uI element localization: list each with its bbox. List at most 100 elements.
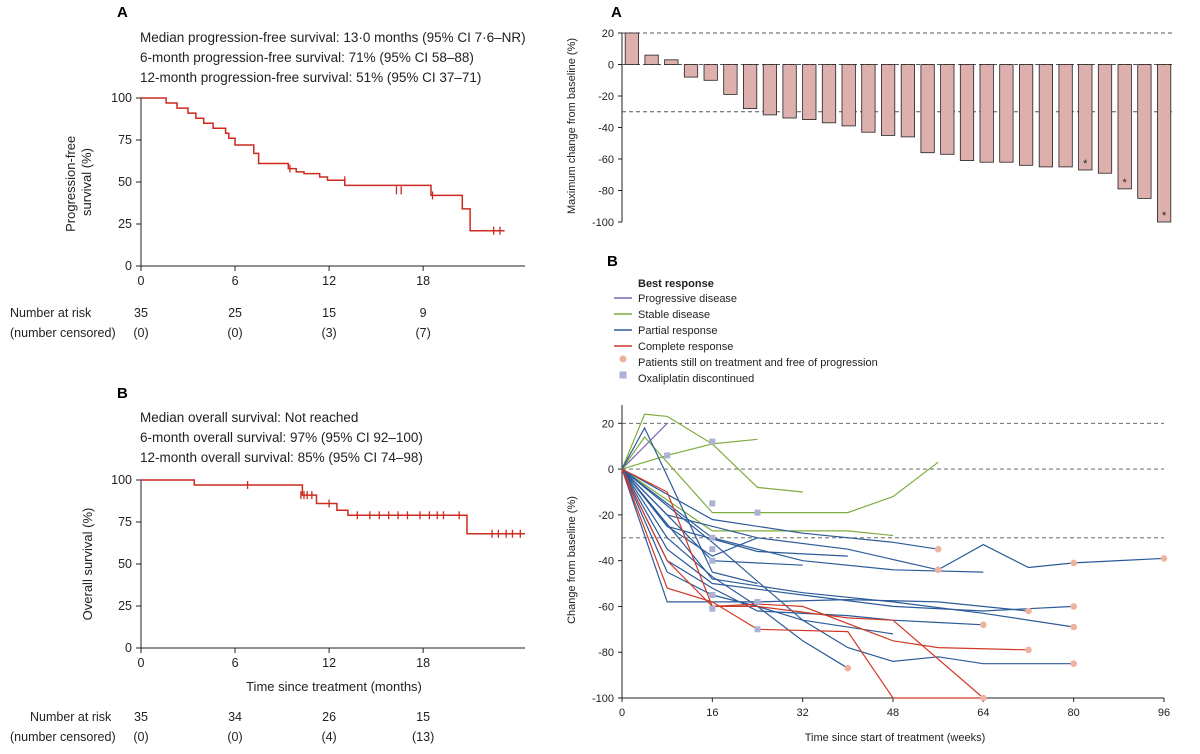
waterfall-chart: A Maximum change from baseline (%) 20 0 -2…	[566, 4, 1174, 229]
pfs-x-tick-label: 6	[232, 274, 239, 288]
spider-ylabel: Change from baseline (%)	[566, 496, 578, 624]
spider-legend: Progressive disease Stable disease Partial…	[614, 293, 878, 385]
legend-entry-label: Oxaliplatin discontinued	[638, 373, 754, 385]
waterfall-bar	[762, 64, 778, 116]
spider-y-tick-label: -40	[598, 556, 614, 568]
os-y-tick-label: 100	[111, 473, 132, 487]
waterfall-y-tick-label: -40	[598, 123, 614, 135]
pfs-censored-value: (0)	[227, 326, 242, 340]
on-treatment-marker	[1160, 555, 1168, 562]
waterfall-bar	[1038, 64, 1053, 168]
waterfall-star: *	[1083, 158, 1088, 170]
os-x-tick-label: 18	[416, 656, 430, 670]
waterfall-bar	[664, 59, 679, 65]
os-x-tick-label: 12	[322, 656, 336, 670]
os-ylabel: Overall survival (%)	[80, 508, 95, 621]
waterfall-bar	[959, 64, 975, 161]
spider-y-tick-label: 0	[608, 464, 614, 476]
spider-line-pr	[621, 468, 1074, 612]
pfs-censored-value: (0)	[133, 326, 148, 340]
spider-line-pr	[621, 426, 758, 585]
spider-x-tick-label: 0	[619, 707, 625, 719]
waterfall-bar	[723, 64, 738, 95]
on-treatment-marker	[1070, 559, 1077, 567]
pfs-at-risk-value: 9	[420, 306, 427, 320]
os-y-tick-label: 25	[118, 599, 132, 613]
waterfall-star: *	[1123, 177, 1128, 189]
os-censored-value: (0)	[227, 730, 242, 744]
pfs-x-tick-label: 12	[322, 274, 336, 288]
waterfall-bar	[1078, 64, 1093, 171]
on-treatment-marker	[1070, 623, 1077, 631]
os-censored-value: (0)	[133, 730, 148, 744]
spider-line-sd	[621, 413, 758, 470]
legend-square-swatch	[619, 371, 627, 379]
os-chart: B Median overall survival: Not reached 6…	[10, 385, 525, 744]
on-treatment-marker	[980, 621, 987, 629]
waterfall-bar	[683, 64, 699, 78]
pfs-at-risk-value: 35	[134, 306, 148, 320]
oxaliplatin-marker	[709, 557, 716, 564]
on-treatment-marker	[934, 545, 942, 553]
spider-line-pr	[621, 468, 1029, 612]
on-treatment-marker	[1025, 607, 1032, 615]
waterfall-bar	[644, 54, 659, 65]
os-y-tick-label: 0	[125, 641, 132, 655]
pfs-censored-label: (number censored)	[10, 326, 116, 340]
waterfall-bar	[703, 64, 718, 81]
legend-entry-label: Partial response	[638, 325, 718, 337]
pfs-median-stat: Median progression-free survival: 13·0 m…	[140, 30, 526, 45]
waterfall-star: *	[1162, 210, 1167, 222]
waterfall-bar	[841, 64, 856, 127]
pfs-ylabel-line-2: survival (%)	[79, 148, 94, 216]
spider-x-tick-label: 64	[977, 707, 989, 719]
waterfall-bar	[999, 64, 1014, 163]
pfs-at-risk-value: 25	[228, 306, 242, 320]
spider-panel-label: B	[607, 253, 618, 270]
pfs-y-tick-label: 0	[125, 259, 132, 273]
legend-circle-swatch	[619, 355, 627, 363]
waterfall-bar	[821, 64, 837, 124]
waterfall-bar	[1058, 64, 1073, 168]
waterfall-bar	[861, 64, 876, 133]
waterfall-y-tick-label: 20	[602, 28, 614, 40]
pfs-risk-label: Number at risk	[10, 306, 92, 320]
waterfall-y-tick-label: -60	[598, 154, 614, 166]
spider-line-cr	[621, 468, 984, 699]
spider-line-pr	[621, 468, 1165, 571]
os-6m-stat: 6-month overall survival: 97% (95% CI 92…	[140, 430, 423, 445]
pfs-y-tick-label: 75	[118, 133, 132, 147]
oxaliplatin-marker	[709, 605, 716, 612]
pfs-ylabel: Progression-free survival (%)	[63, 132, 94, 232]
os-survival-line	[141, 479, 525, 535]
oxaliplatin-marker	[754, 626, 761, 633]
pfs-chart: A Median progression-free survival: 13·0…	[10, 4, 526, 340]
pfs-censored-value: (3)	[321, 326, 336, 340]
pfs-y-tick-label: 50	[118, 175, 132, 189]
spider-xlabel: Time since start of treatment (weeks)	[805, 732, 986, 744]
spider-line-cr	[621, 468, 1029, 651]
waterfall-panel-label: A	[611, 4, 622, 21]
on-treatment-marker	[1070, 603, 1077, 610]
legend-entry-label: Complete response	[638, 341, 733, 353]
on-treatment-marker	[934, 566, 942, 574]
spider-y-tick-label: -20	[598, 510, 614, 522]
spider-y-tick-label: -60	[598, 601, 614, 613]
waterfall-bar	[802, 64, 817, 120]
os-censored-label: (number censored)	[10, 730, 116, 744]
spider-y-tick-label: -100	[592, 693, 614, 705]
os-risk-label: Number at risk	[30, 710, 112, 724]
os-censored-value: (13)	[412, 730, 434, 744]
spider-line-cr	[621, 468, 984, 699]
spider-line-pr	[621, 468, 894, 635]
pfs-survival-line	[141, 97, 505, 232]
waterfall-bar	[900, 64, 916, 138]
spider-line-pr	[621, 468, 984, 573]
on-treatment-marker	[844, 664, 852, 672]
pfs-censored-value: (7)	[415, 326, 430, 340]
waterfall-bar	[1157, 64, 1172, 223]
oxaliplatin-marker	[709, 500, 716, 507]
spider-x-tick-label: 80	[1068, 707, 1080, 719]
os-panel-label: B	[117, 385, 128, 402]
